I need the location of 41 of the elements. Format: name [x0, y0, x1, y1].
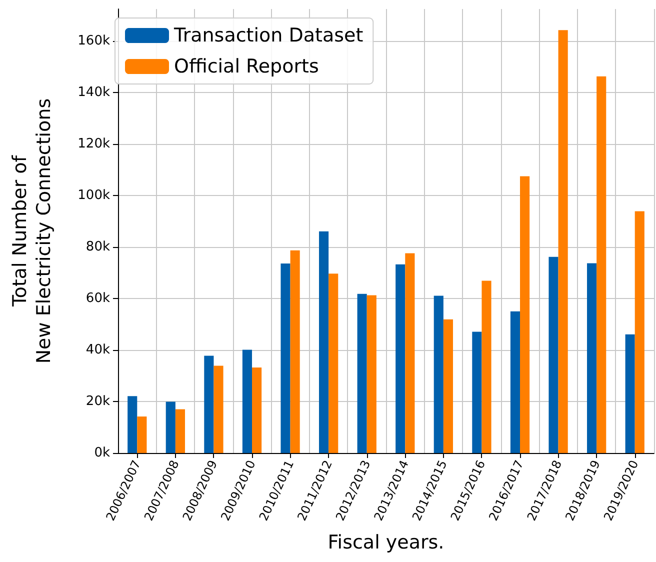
y-tick-label: 140k: [78, 85, 110, 100]
bar: [328, 274, 338, 453]
bar: [280, 264, 290, 453]
bar: [587, 263, 597, 453]
bar: [510, 311, 520, 453]
y-axis-title: Total Number of New Electricity Connections: [9, 98, 55, 364]
bar: [290, 250, 300, 453]
y-tick-label: 100k: [78, 188, 110, 204]
bar: [482, 280, 492, 453]
bar: [625, 334, 635, 453]
bar: [520, 176, 530, 453]
bar: [434, 296, 444, 453]
bar: [558, 30, 568, 453]
x-axis-title: Fiscal years.: [328, 532, 444, 554]
bar: [252, 368, 262, 453]
bar: [443, 319, 453, 453]
y-tick-label: 120k: [78, 136, 110, 152]
y-tick-label: 40k: [86, 342, 110, 358]
bar: [175, 409, 185, 453]
bar: [204, 356, 214, 453]
bar: [357, 294, 367, 453]
bar: [137, 416, 147, 453]
bar: [166, 402, 176, 453]
bar: [319, 231, 329, 453]
y-tick-label: 20k: [86, 394, 110, 410]
bar: [596, 76, 606, 453]
bar: [366, 295, 376, 453]
bar: [128, 396, 138, 453]
legend-label: Official Reports: [174, 56, 319, 78]
y-tick-label: 60k: [86, 291, 110, 306]
bar: [396, 264, 406, 453]
bar: [214, 366, 224, 453]
bar: [634, 211, 644, 453]
bar: [548, 256, 558, 453]
bar: [242, 350, 252, 453]
bar: [472, 332, 482, 453]
y-tick-label: 160k: [78, 34, 110, 49]
y-tick-label: 0k: [94, 446, 110, 460]
bar: [405, 253, 415, 453]
legend-label: Transaction Dataset: [173, 24, 364, 46]
y-tick-label: 80k: [86, 240, 110, 255]
